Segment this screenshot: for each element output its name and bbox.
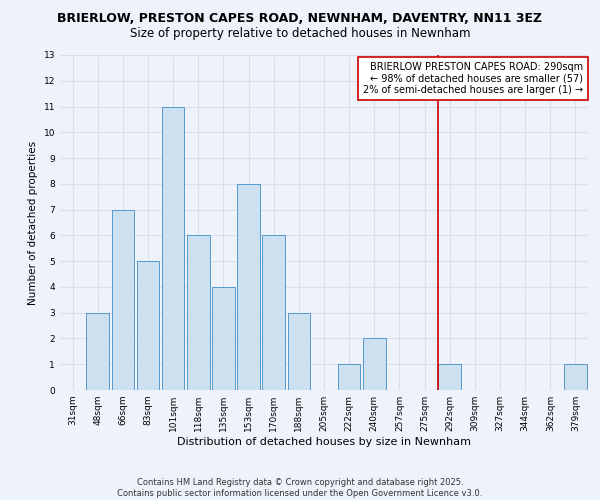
Bar (86, 312, 109, 390)
Bar (237, 184, 260, 390)
X-axis label: Distribution of detached houses by size in Newnham: Distribution of detached houses by size … (177, 437, 471, 447)
Text: BRIERLOW, PRESTON CAPES ROAD, NEWNHAM, DAVENTRY, NN11 3EZ: BRIERLOW, PRESTON CAPES ROAD, NEWNHAM, D… (58, 12, 542, 26)
Text: Size of property relative to detached houses in Newnham: Size of property relative to detached ho… (130, 28, 470, 40)
Bar (338, 364, 361, 390)
Bar (112, 210, 134, 390)
Text: Contains HM Land Registry data © Crown copyright and database right 2025.
Contai: Contains HM Land Registry data © Crown c… (118, 478, 482, 498)
Bar (187, 236, 209, 390)
Bar (262, 236, 285, 390)
Y-axis label: Number of detached properties: Number of detached properties (28, 140, 38, 304)
Bar (564, 364, 587, 390)
Bar (137, 261, 160, 390)
Bar (439, 364, 461, 390)
Bar (162, 106, 184, 390)
Bar (212, 287, 235, 390)
Text: BRIERLOW PRESTON CAPES ROAD: 290sqm
← 98% of detached houses are smaller (57)
2%: BRIERLOW PRESTON CAPES ROAD: 290sqm ← 98… (362, 62, 583, 95)
Bar (363, 338, 386, 390)
Bar (287, 312, 310, 390)
